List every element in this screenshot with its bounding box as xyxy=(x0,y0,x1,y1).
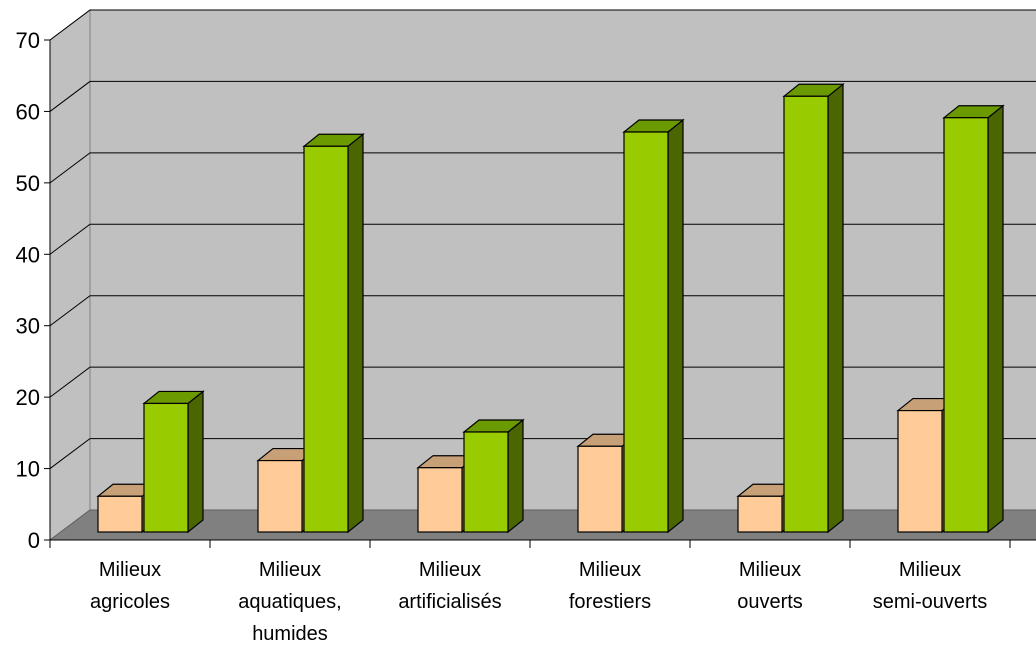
bars xyxy=(96,83,1005,534)
bar-front xyxy=(143,402,189,533)
bar-front xyxy=(943,117,989,533)
gridline xyxy=(49,80,1036,112)
bar-front xyxy=(257,459,303,533)
gridline xyxy=(49,152,1036,184)
bar-front xyxy=(577,445,623,533)
gridline xyxy=(49,295,1036,327)
x-tick-label: Milieux ouverts xyxy=(737,559,803,613)
bar-front xyxy=(783,95,829,533)
x-tick-label: Milieux artificialisés xyxy=(398,559,501,613)
bar-front xyxy=(97,495,143,533)
y-tick-label: 60 xyxy=(16,99,40,124)
gridline xyxy=(49,366,1036,398)
axes xyxy=(44,39,1036,548)
bar-front xyxy=(303,145,349,533)
bar-front xyxy=(897,409,943,533)
bar-2-3 xyxy=(622,118,685,534)
y-tick-label: 50 xyxy=(16,171,40,196)
bar-front xyxy=(463,431,509,533)
x-tick-label: Milieux semi-ouverts xyxy=(873,559,987,613)
bar-side xyxy=(667,118,684,534)
bar-2-5 xyxy=(942,104,1005,534)
y-tick-label: 40 xyxy=(16,242,40,267)
back-wall xyxy=(89,9,1036,511)
x-tick-label: Milieux aquatiques, humides xyxy=(238,559,341,645)
y-tick-label: 30 xyxy=(16,314,40,339)
bar-2-1 xyxy=(302,133,365,534)
bar-2-2 xyxy=(462,418,525,534)
bar-side xyxy=(187,390,204,534)
bar-front xyxy=(417,467,463,533)
labels: 0 10 20 30 40 50 60 70 Milieux agricoles Milieux aq… xyxy=(16,28,988,645)
gridline xyxy=(49,438,1036,469)
y-tick-label: 10 xyxy=(16,457,40,482)
bar-side xyxy=(507,418,524,534)
bar-side xyxy=(987,104,1004,534)
y-tick-label: 0 xyxy=(28,528,40,553)
bar-front xyxy=(737,495,783,533)
x-tick-label: Milieux agricoles xyxy=(90,559,170,613)
side-wall xyxy=(49,9,91,541)
x-tick-label: Milieux forestiers xyxy=(569,559,651,613)
bar-front xyxy=(623,131,669,533)
bar-side xyxy=(347,133,364,534)
y-tick-label: 20 xyxy=(16,385,40,410)
bar-side xyxy=(827,83,844,534)
y-tick-label: 70 xyxy=(16,28,40,53)
gridline xyxy=(49,9,1036,41)
bar-2-4 xyxy=(782,83,845,534)
bar-2-0 xyxy=(142,390,205,534)
gridline xyxy=(49,223,1036,255)
